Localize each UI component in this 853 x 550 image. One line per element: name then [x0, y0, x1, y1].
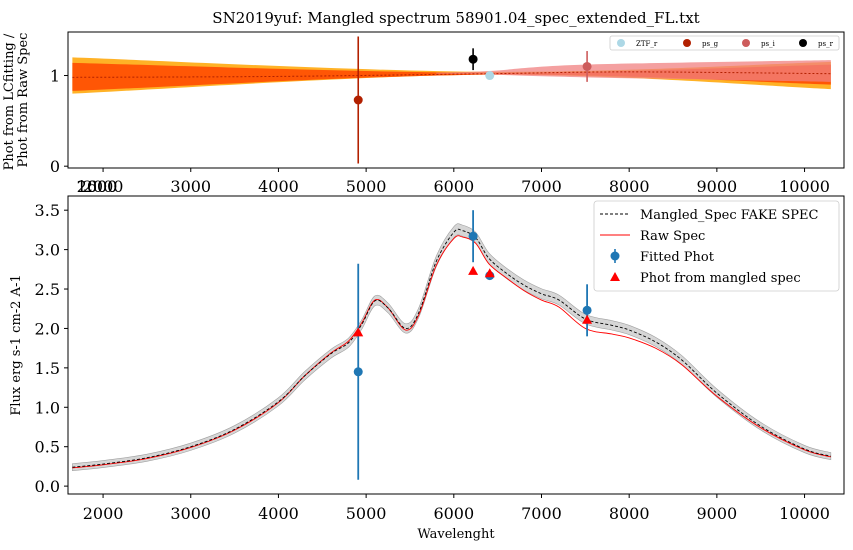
fitted-phot-point [468, 231, 478, 241]
ratio-band-2 [436, 60, 831, 82]
spectrum-axes-frame [67, 195, 845, 495]
spectrum-x-axis-label: Wavelenght [417, 527, 495, 542]
spectrum-x-tick-label: 3000 [170, 504, 211, 523]
fitted-phot-point [353, 367, 363, 377]
spectrum-x-tick-label: 4000 [258, 504, 299, 523]
spectrum-x-tick-label: 10000 [779, 504, 830, 523]
spectrum-legend-label: Phot from mangled spec [640, 271, 801, 286]
mangled-spec-uncertainty-band [72, 223, 832, 472]
ratio-panel: SN2019yuf: Mangled spectrum 58901.04_spe… [2, 9, 845, 196]
ratio-legend-marker [742, 39, 750, 47]
mangled-phot-triangle [468, 265, 479, 275]
ratio-legend-label: ps_g [702, 40, 719, 48]
ratio-y-tick-label: 1 [50, 67, 60, 86]
spectrum-legend-box [593, 200, 840, 292]
ratio-point-ps-i [582, 61, 592, 71]
mangled-spec-line [72, 228, 831, 468]
ratio-x-tick-label: 9000 [696, 177, 737, 196]
spectrum-x-tick-label: 8000 [609, 504, 650, 523]
spectrum-x-tick-label: 6000 [433, 504, 474, 523]
ratio-legend-box [609, 35, 840, 51]
ratio-point-ps-g [353, 95, 363, 105]
spectrum-legend-marker [610, 251, 620, 261]
fitted-phot-point [582, 305, 592, 315]
ratio-legend-marker [799, 39, 807, 47]
ratio-legend-label: ps_r [818, 40, 834, 48]
spectrum-legend-label: Fitted Phot [640, 250, 715, 265]
ratio-x-tick-label: 8000 [609, 177, 650, 196]
raw-spec-line [72, 235, 831, 469]
spectrum-y-tick-label: 2.0 [35, 319, 60, 338]
spectrum-y-tick-label: 0.5 [35, 438, 60, 457]
spectrum-panel: 2000 3000 4000 5000 6000 7000 8000 9000 10000 0.… [9, 195, 845, 542]
ratio-legend-label: ZTF_r [636, 40, 658, 48]
spectrum-x-tick-label: 9000 [696, 504, 737, 523]
ratio-overlap-tick-label: 2000 [77, 177, 118, 196]
mangled-phot-triangle [353, 327, 364, 337]
ratio-legend-label: ps_i [761, 40, 776, 48]
spectrum-y-tick-label: 3.0 [35, 241, 60, 260]
spectrum-x-tick-label: 7000 [521, 504, 562, 523]
spectrum-legend-label: Raw Spec [640, 229, 705, 244]
spectrum-y-tick-label: 1.0 [35, 398, 60, 417]
spectrum-y-tick-label: 0.0 [35, 477, 60, 496]
ratio-x-tick-label: 4000 [258, 177, 299, 196]
ratio-band-0 [72, 57, 831, 94]
spectrum-legend-label: Mangled_Spec FAKE SPEC [640, 208, 819, 223]
spectrum-y-axis-label: Flux erg s-1 cm-2 A-1 [9, 274, 24, 415]
ratio-y-axis-label: Phot from LCfitting / Phot from Raw Spec [2, 30, 31, 171]
ratio-legend: ZTF_r ps_g ps_i ps_r [609, 35, 840, 51]
ratio-x-tick-label: 6000 [433, 177, 474, 196]
spectrum-x-tick-label: 2000 [83, 504, 124, 523]
mangled-phot-triangle [582, 314, 593, 324]
ratio-legend-marker [683, 39, 691, 47]
ratio-line [72, 71, 831, 78]
spectrum-y-tick-label: 3.5 [35, 201, 60, 220]
ratio-y-tick-label: 0 [50, 157, 60, 176]
mangled-phot-triangle [484, 268, 495, 278]
ratio-x-tick-label: 3000 [170, 177, 211, 196]
ratio-point-ztf-r [485, 71, 495, 81]
ratio-x-tick-label: 10000 [779, 177, 830, 196]
ratio-legend-marker [617, 39, 625, 47]
ratio-x-tick-label: 5000 [346, 177, 387, 196]
ratio-overlap-tick-label: 1600 [77, 177, 118, 196]
ratio-point-ps-r [468, 54, 478, 64]
ratio-x-tick-label: 2000 [83, 177, 124, 196]
ratio-band-1 [72, 62, 831, 91]
spectrum-x-tick-label: 5000 [346, 504, 387, 523]
chart-title: SN2019yuf: Mangled spectrum 58901.04_spe… [212, 9, 699, 27]
spectrum-legend-marker [610, 272, 620, 281]
ratio-x-tick-label: 7000 [521, 177, 562, 196]
spectrum-y-tick-label: 2.5 [35, 280, 60, 299]
ratio-axes-frame [67, 31, 845, 169]
spectrum-y-tick-label: 1.5 [35, 359, 60, 378]
spectrum-legend: Mangled_Spec FAKE SPEC Raw Spec Fitted Pho… [593, 200, 840, 292]
